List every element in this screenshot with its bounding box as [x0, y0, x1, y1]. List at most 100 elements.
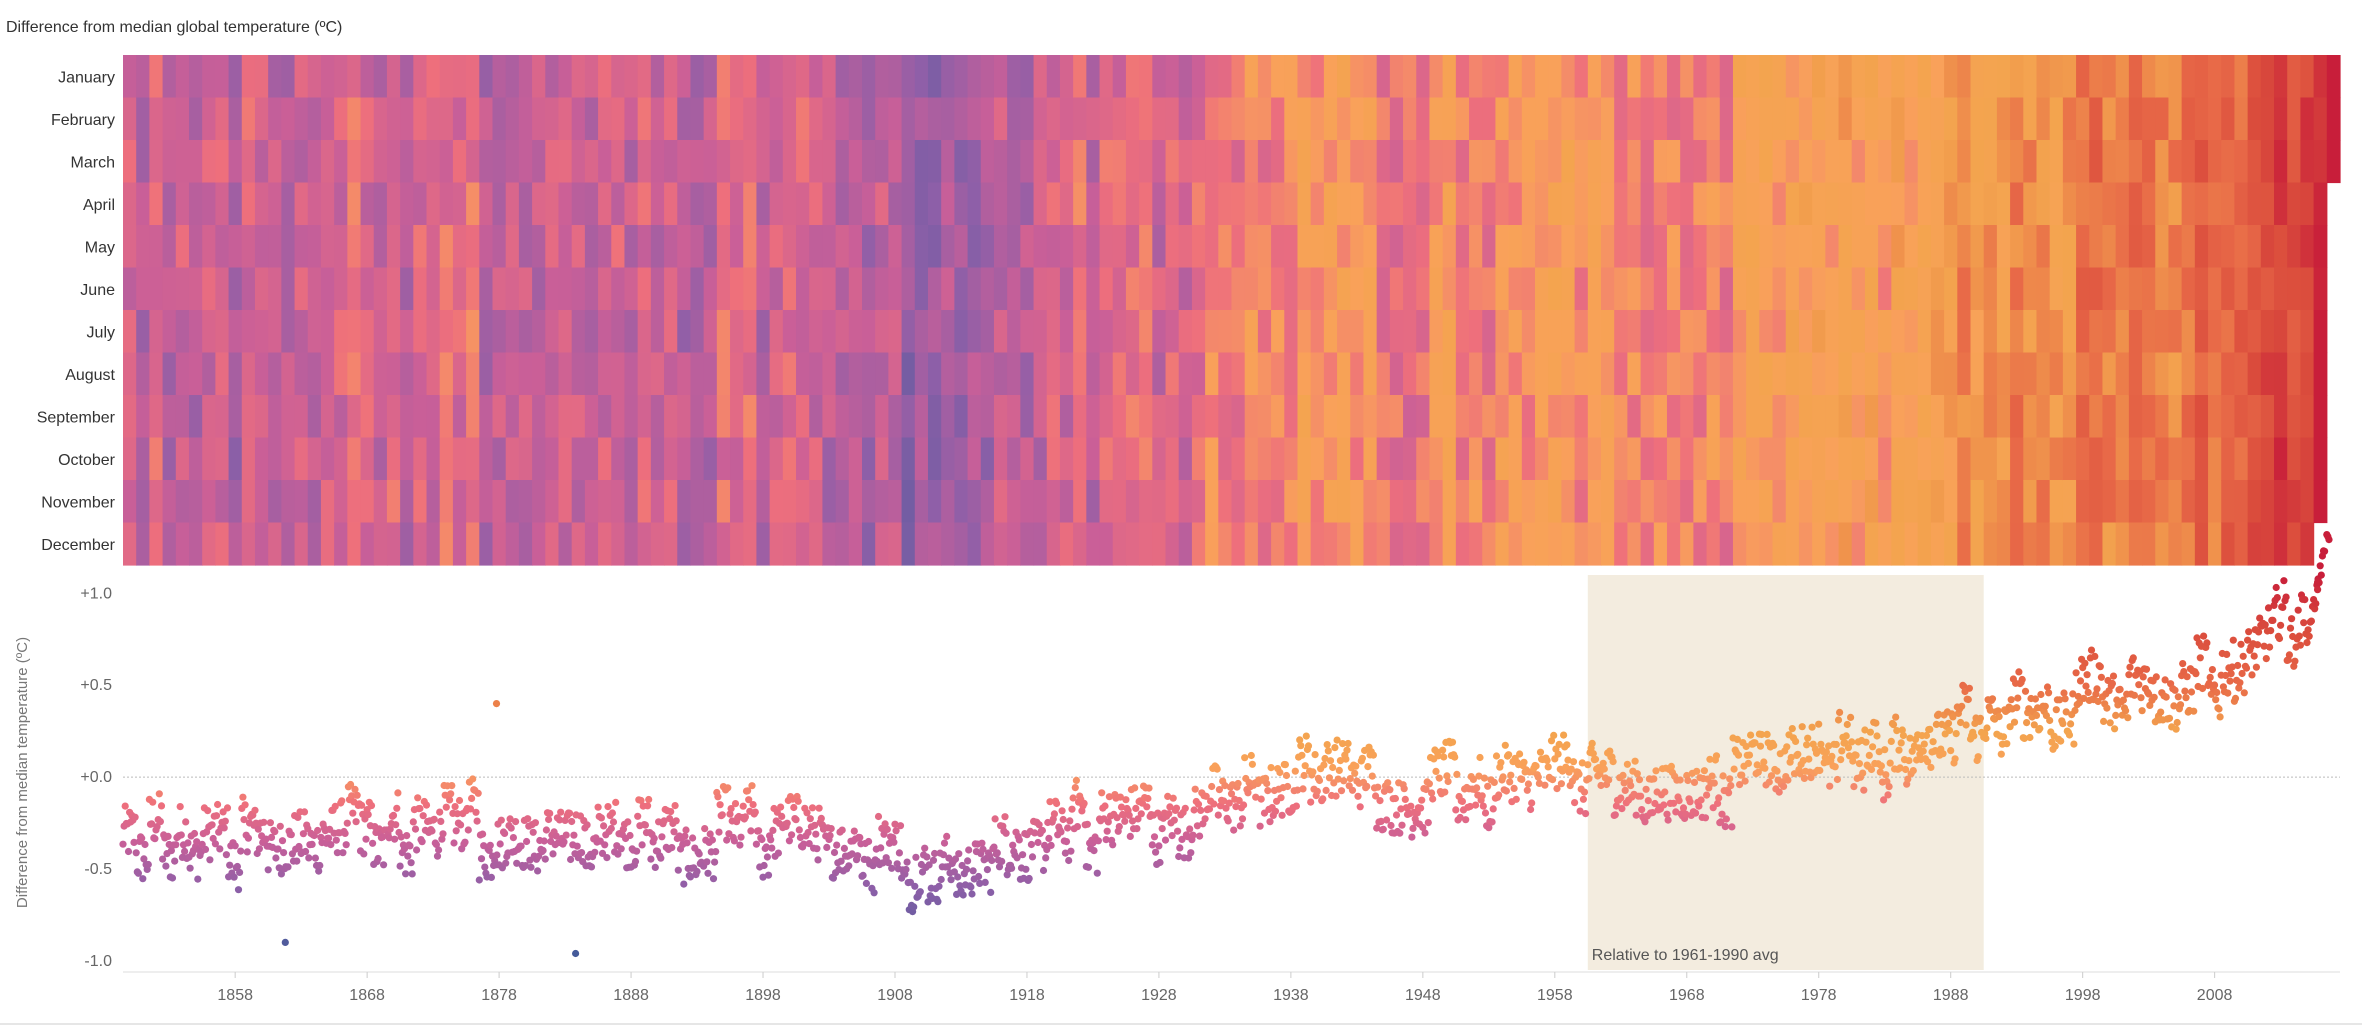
- heatmap-cell: [1904, 97, 1919, 141]
- heatmap-cell: [914, 182, 929, 226]
- scatter-point: [1278, 811, 1286, 819]
- heatmap-cell: [941, 182, 955, 226]
- heatmap-cell: [2221, 395, 2236, 439]
- heatmap-cell: [307, 97, 322, 141]
- heatmap-cell: [1046, 437, 1061, 481]
- heatmap-cell: [1205, 522, 1219, 566]
- heatmap-cell: [1970, 352, 1985, 396]
- heatmap-cell: [743, 522, 758, 566]
- heatmap-cell: [1086, 182, 1101, 226]
- heatmap-cell: [188, 522, 203, 566]
- heatmap-cell: [1323, 352, 1338, 396]
- heatmap-cell: [479, 352, 494, 396]
- heatmap-cell: [360, 55, 375, 99]
- heatmap-cell: [2260, 55, 2275, 99]
- heatmap-cell: [492, 310, 507, 354]
- scatter-point: [1128, 817, 1137, 825]
- scatter-point: [251, 806, 259, 814]
- heatmap-cell: [703, 522, 718, 566]
- heatmap-cell: [1257, 437, 1272, 481]
- heatmap-cell: [1363, 182, 1378, 226]
- heatmap-cell: [2049, 267, 2064, 311]
- heatmap-cell: [2036, 437, 2051, 481]
- heatmap-cell: [677, 182, 692, 226]
- scatter-point: [1027, 840, 1035, 849]
- heatmap-cell: [1772, 55, 1787, 99]
- heatmap-cell: [2023, 97, 2038, 141]
- heatmap-cell: [637, 437, 652, 481]
- heatmap-cell: [1125, 182, 1140, 226]
- scatter-point: [1013, 854, 1021, 862]
- scatter-point: [1191, 785, 1199, 793]
- heatmap-cell: [1944, 352, 1958, 396]
- scatter-point: [954, 873, 962, 881]
- heatmap-cell: [505, 97, 520, 141]
- scatter-point: [657, 854, 665, 862]
- heatmap-cell: [2287, 395, 2302, 439]
- heatmap-cell: [1864, 395, 1879, 439]
- heatmap-cell: [426, 97, 441, 141]
- heatmap-cell: [875, 395, 889, 439]
- x-tick-label: 1868: [349, 987, 385, 1004]
- scatter-point: [119, 840, 127, 848]
- heatmap-cell: [1271, 395, 1285, 439]
- scatter-point: [1019, 851, 1027, 859]
- scatter-point: [2031, 695, 2039, 703]
- heatmap-cell: [2181, 55, 2196, 99]
- heatmap-cell: [2274, 225, 2288, 269]
- scatter-point: [1109, 841, 1117, 849]
- scatter-point: [1038, 826, 1046, 835]
- scatter-point: [221, 817, 229, 825]
- scatter-point: [2296, 641, 2304, 649]
- x-tick-label: 1978: [1801, 987, 1837, 1004]
- scatter-point: [1906, 734, 1914, 742]
- heatmap-cell: [1007, 182, 1021, 226]
- scatter-point: [1709, 804, 1717, 812]
- scatter-point: [305, 854, 313, 862]
- heatmap-cell: [1178, 267, 1193, 311]
- heatmap-cell: [558, 522, 573, 566]
- heatmap-cell: [927, 55, 942, 99]
- scatter-point: [925, 861, 933, 869]
- scatter-point: [748, 782, 756, 790]
- heatmap-cell: [2181, 140, 2196, 184]
- heatmap-cell: [162, 182, 177, 226]
- heatmap-cell: [1416, 310, 1431, 354]
- heatmap-cell: [1284, 480, 1299, 524]
- heatmap-cell: [1891, 480, 1906, 524]
- heatmap-cell: [941, 480, 955, 524]
- heatmap-cell: [2313, 267, 2328, 311]
- heatmap-cell: [1363, 225, 1378, 269]
- scatter-point: [1440, 753, 1448, 761]
- heatmap-cell: [1732, 225, 1747, 269]
- heatmap-cell: [1653, 97, 1668, 141]
- heatmap-cell: [452, 480, 467, 524]
- heatmap-cell: [2300, 97, 2315, 141]
- heatmap-cell: [1719, 480, 1734, 524]
- heatmap-cell: [136, 140, 150, 184]
- heatmap-cell: [954, 97, 969, 141]
- heatmap-cell: [254, 395, 269, 439]
- scatter-point: [295, 842, 303, 851]
- scatter-point: [1951, 755, 1959, 763]
- scatter-point: [2106, 719, 2114, 727]
- scatter-point: [792, 816, 800, 824]
- heatmap-cell: [1139, 522, 1153, 566]
- heatmap-cell: [1112, 225, 1127, 269]
- scatter-point: [737, 833, 745, 841]
- scatter-point: [2291, 657, 2299, 665]
- scatter-point: [1358, 754, 1366, 762]
- heatmap-cell: [677, 437, 692, 481]
- heatmap-cell: [624, 437, 639, 481]
- heatmap-cell: [875, 97, 889, 141]
- heatmap-cell: [1996, 55, 2011, 99]
- heatmap-cell: [518, 267, 533, 311]
- heatmap-cell: [1666, 267, 1681, 311]
- scatter-point: [534, 867, 542, 875]
- heatmap-cell: [637, 395, 652, 439]
- scatter-point: [1428, 789, 1436, 797]
- heatmap-cell: [228, 437, 243, 481]
- scatter-point: [1083, 820, 1091, 828]
- scatter-point: [2007, 696, 2015, 704]
- x-tick-label: 1968: [1669, 987, 1705, 1004]
